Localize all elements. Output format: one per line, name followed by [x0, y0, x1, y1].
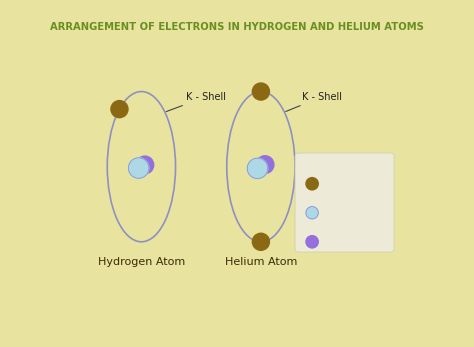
Text: - Electron: - Electron — [325, 179, 372, 189]
Text: - Proton: - Proton — [325, 208, 363, 218]
Circle shape — [256, 156, 274, 174]
Text: Helium Atom: Helium Atom — [225, 257, 297, 267]
Text: ARRANGEMENT OF ELECTRONS IN HYDROGEN AND HELIUM ATOMS: ARRANGEMENT OF ELECTRONS IN HYDROGEN AND… — [50, 22, 424, 32]
Circle shape — [128, 158, 149, 178]
Circle shape — [306, 206, 318, 219]
Circle shape — [306, 236, 318, 248]
Circle shape — [136, 156, 154, 174]
Text: K - Shell: K - Shell — [166, 92, 226, 112]
Circle shape — [252, 233, 269, 250]
Circle shape — [247, 158, 268, 179]
Circle shape — [306, 178, 318, 190]
Text: Hydrogen Atom: Hydrogen Atom — [98, 257, 185, 267]
Text: K - Shell: K - Shell — [286, 92, 342, 111]
Text: - Neutron: - Neutron — [325, 237, 371, 247]
Circle shape — [111, 101, 128, 118]
Circle shape — [252, 83, 269, 100]
FancyBboxPatch shape — [295, 153, 394, 252]
